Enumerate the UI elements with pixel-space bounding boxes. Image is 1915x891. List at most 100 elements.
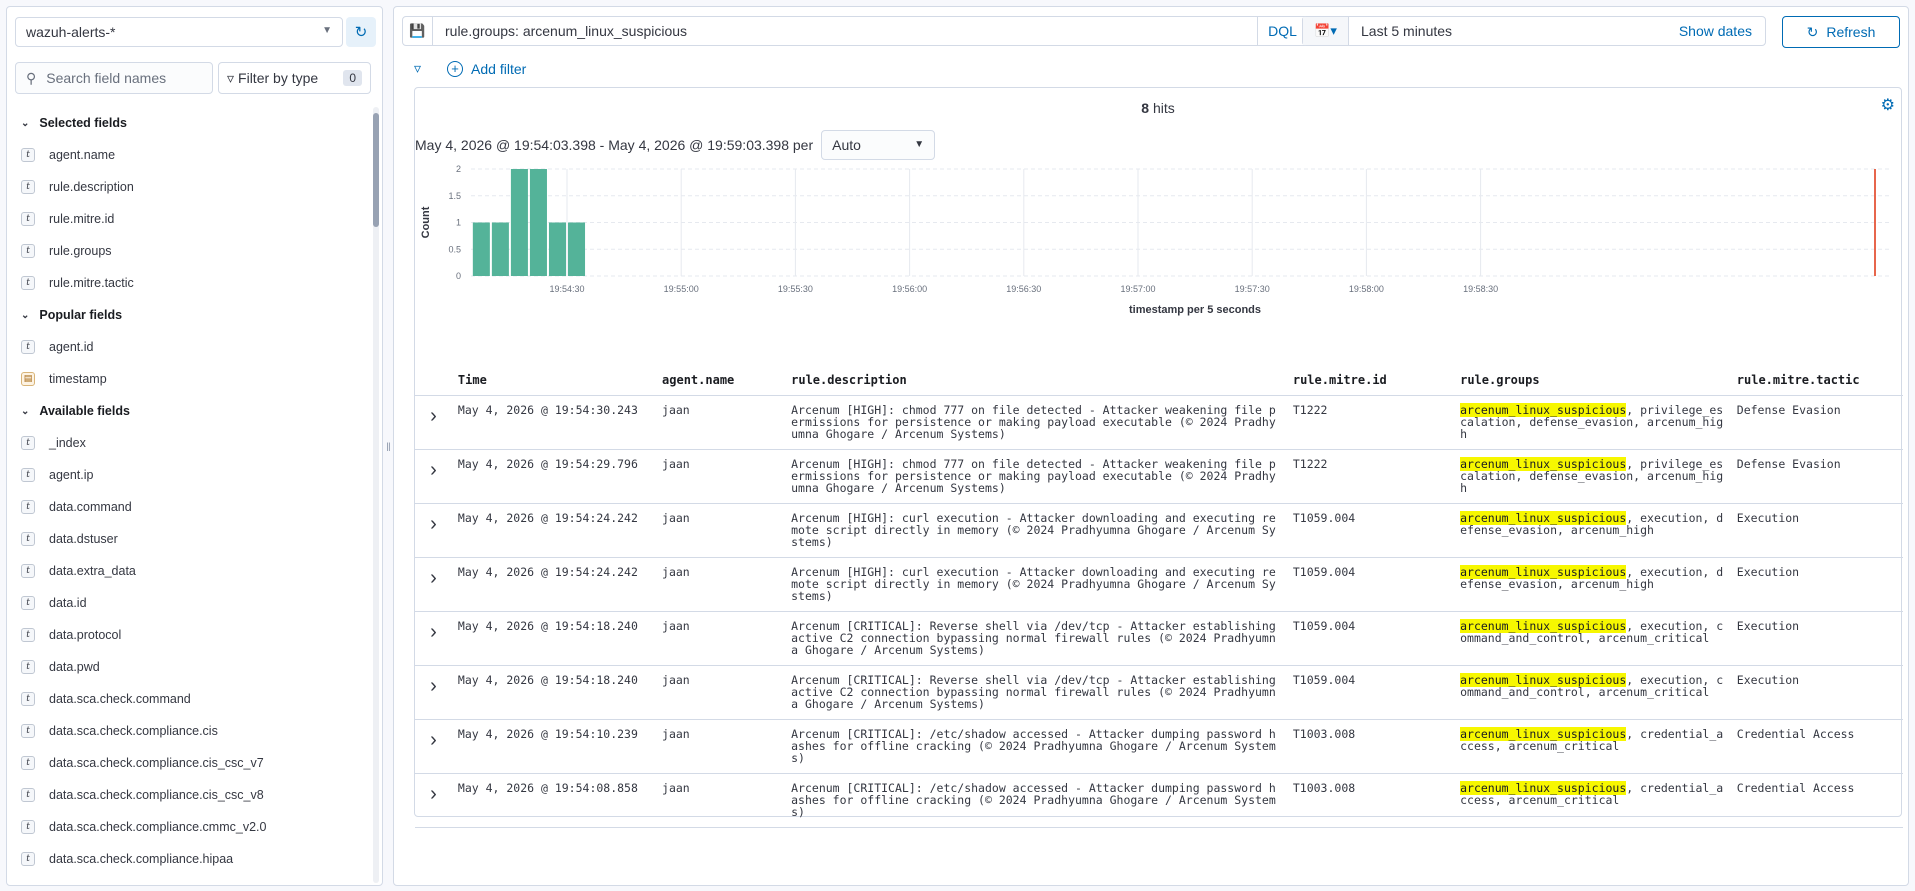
cell-agent: jaan <box>656 503 786 558</box>
query-bar[interactable]: 💾 rule.groups: arcenum_linux_suspicious … <box>402 16 1308 46</box>
cell-time: May 4, 2026 @ 19:54:30.243 <box>451 395 657 450</box>
field-item[interactable]: t data.extra_data <box>7 555 367 587</box>
expand-row-icon[interactable]: › <box>415 773 452 828</box>
table-row[interactable]: › May 4, 2026 @ 19:54:18.240 jaan Arcenum [… <box>415 665 1903 720</box>
calendar-icon[interactable]: 📅▾ <box>1303 17 1349 45</box>
field-item[interactable]: t data.command <box>7 491 367 523</box>
field-item[interactable]: t agent.ip <box>7 459 367 491</box>
string-field-icon: t <box>21 788 35 802</box>
field-item[interactable]: t data.pwd <box>7 651 367 683</box>
field-item[interactable]: t data.sca.check.compliance.hipaa <box>7 843 367 875</box>
field-item[interactable]: t rule.groups <box>7 235 367 267</box>
column-header[interactable]: Time <box>451 365 657 396</box>
table-row[interactable]: › May 4, 2026 @ 19:54:18.240 jaan Arcenum [… <box>415 611 1903 666</box>
column-header[interactable]: rule.description <box>785 365 1287 396</box>
cell-desc: Arcenum [HIGH]: chmod 777 on file detect… <box>785 449 1287 504</box>
expand-row-icon[interactable]: › <box>415 665 452 720</box>
table-row[interactable]: › May 4, 2026 @ 19:54:29.796 jaan Arcenum [… <box>415 449 1903 504</box>
field-item[interactable]: t rule.description <box>7 171 367 203</box>
field-item[interactable]: t rule.mitre.tactic <box>7 267 367 299</box>
field-section-title: Selected fields <box>39 116 127 130</box>
string-field-icon: t <box>21 820 35 834</box>
cell-desc: Arcenum [HIGH]: curl execution - Attacke… <box>785 503 1287 558</box>
scrollbar-thumb[interactable] <box>373 113 379 227</box>
field-name: rule.mitre.id <box>49 212 115 226</box>
expand-row-icon[interactable]: › <box>415 719 452 774</box>
field-item[interactable]: t data.sca.check.command <box>7 683 367 715</box>
x-tick-label: 19:58:00 <box>1349 284 1384 294</box>
groups-rest: , privilege_escalation, defense_evasion,… <box>1460 402 1724 441</box>
field-search-input[interactable] <box>46 70 197 86</box>
interval-select[interactable]: Auto ▼ <box>821 130 936 160</box>
x-axis-title: timestamp per 5 seconds <box>1129 304 1261 316</box>
add-filter-link[interactable]: Add filter <box>471 60 527 77</box>
field-item[interactable]: t data.sca.check.compliance.cis_csc_v8 <box>7 779 367 811</box>
field-item[interactable]: ▤ timestamp <box>7 363 367 395</box>
string-field-icon: t <box>21 180 35 194</box>
field-section-header[interactable]: ⌄ Popular fields <box>7 299 367 331</box>
field-item[interactable]: t agent.name <box>7 139 367 171</box>
histogram-chart: 0 0.5 1 1.5 2 19:54:30 19:55:00 19:55:30 19:56:0… <box>420 164 1889 316</box>
field-item[interactable]: t data.dstuser <box>7 523 367 555</box>
histogram-bar <box>510 169 528 276</box>
query-input[interactable]: rule.groups: arcenum_linux_suspicious <box>445 23 688 39</box>
expand-row-icon[interactable]: › <box>415 557 452 612</box>
column-header[interactable]: rule.mitre.id <box>1286 365 1455 396</box>
field-name: agent.name <box>49 148 116 162</box>
chevron-down-icon: ▼ <box>914 139 925 150</box>
expand-row-icon[interactable]: › <box>415 503 452 558</box>
resize-handle-icon[interactable]: ‖ <box>386 440 391 454</box>
field-item[interactable]: t data.sca.check.compliance.cis <box>7 715 367 747</box>
field-section-header[interactable]: ⌄ Available fields <box>7 395 367 427</box>
query-highlight: arcenum_linux_suspicious <box>1460 618 1627 633</box>
table-row[interactable]: › May 4, 2026 @ 19:54:24.242 jaan Arcenum [… <box>415 557 1903 612</box>
expand-row-icon[interactable]: › <box>415 611 452 666</box>
query-highlight: arcenum_linux_suspicious <box>1460 510 1627 525</box>
field-name: data.protocol <box>49 628 122 642</box>
cell-mitre-id: T1059.004 <box>1286 665 1455 720</box>
sidebar-scrollbar[interactable] <box>373 107 379 883</box>
column-header[interactable]: agent.name <box>656 365 786 396</box>
table-row[interactable]: › May 4, 2026 @ 19:54:30.243 jaan Arcenum [… <box>415 395 1903 450</box>
column-header[interactable]: rule.mitre.tactic <box>1730 365 1903 396</box>
cell-desc: Arcenum [HIGH]: curl execution - Attacke… <box>785 557 1287 612</box>
field-search[interactable]: ⚲ <box>15 62 213 94</box>
gear-icon[interactable]: ⚙ <box>1880 97 1895 114</box>
cell-mitre-id: T1003.008 <box>1286 719 1455 774</box>
field-item[interactable]: t data.sca.check.compliance.cis_csc_v7 <box>7 747 367 779</box>
field-name: agent.id <box>49 340 94 354</box>
plus-circle-icon[interactable]: + <box>447 60 464 77</box>
groups-rest: , privilege_escalation, defense_evasion,… <box>1460 456 1724 495</box>
field-item[interactable]: t data.sca.check.compliance.cmmc_v2.0 <box>7 811 367 843</box>
groups-rest: , execution, defense_evasion, arcenum_hi… <box>1460 510 1724 537</box>
date-picker[interactable]: 📅▾ Last 5 minutes Show dates <box>1302 16 1766 46</box>
refresh-fields-icon[interactable]: ↻ <box>346 17 376 47</box>
table-row[interactable]: › May 4, 2026 @ 19:54:10.239 jaan Arcenum [… <box>415 719 1903 774</box>
refresh-button[interactable]: ↻ Refresh <box>1782 16 1900 48</box>
x-tick-label: 19:57:00 <box>1120 284 1155 294</box>
field-item[interactable]: t rule.mitre.id <box>7 203 367 235</box>
time-range-label[interactable]: Last 5 minutes <box>1361 23 1453 39</box>
expand-row-icon[interactable]: › <box>415 395 452 450</box>
field-item[interactable]: t agent.id <box>7 331 367 363</box>
dql-toggle[interactable]: DQL <box>1257 17 1307 45</box>
field-section-header[interactable]: ⌄ Selected fields <box>7 107 367 139</box>
search-icon: ⚲ <box>26 69 37 86</box>
string-field-icon: t <box>21 564 35 578</box>
field-name: data.command <box>49 500 132 514</box>
filter-funnel-icon[interactable]: ▿ <box>414 60 422 76</box>
column-header[interactable]: rule.groups <box>1454 365 1731 396</box>
table-row[interactable]: › May 4, 2026 @ 19:54:08.858 jaan Arcenum [… <box>415 773 1903 828</box>
expand-row-icon[interactable]: › <box>415 449 452 504</box>
filter-by-type-button[interactable]: ▿ Filter by type 0 <box>218 62 371 94</box>
show-dates-link[interactable]: Show dates <box>1678 23 1752 39</box>
groups-rest: , credential_access, arcenum_critical <box>1460 780 1724 807</box>
index-pattern-select[interactable]: wazuh-alerts-* ▼ <box>15 17 343 47</box>
table-row[interactable]: › May 4, 2026 @ 19:54:24.242 jaan Arcenum [… <box>415 503 1903 558</box>
interval-value: Auto <box>832 137 861 153</box>
field-item[interactable]: t data.id <box>7 587 367 619</box>
string-field-icon: t <box>21 628 35 642</box>
field-item[interactable]: t _index <box>7 427 367 459</box>
saved-query-icon[interactable]: 💾 <box>403 17 433 45</box>
field-item[interactable]: t data.protocol <box>7 619 367 651</box>
